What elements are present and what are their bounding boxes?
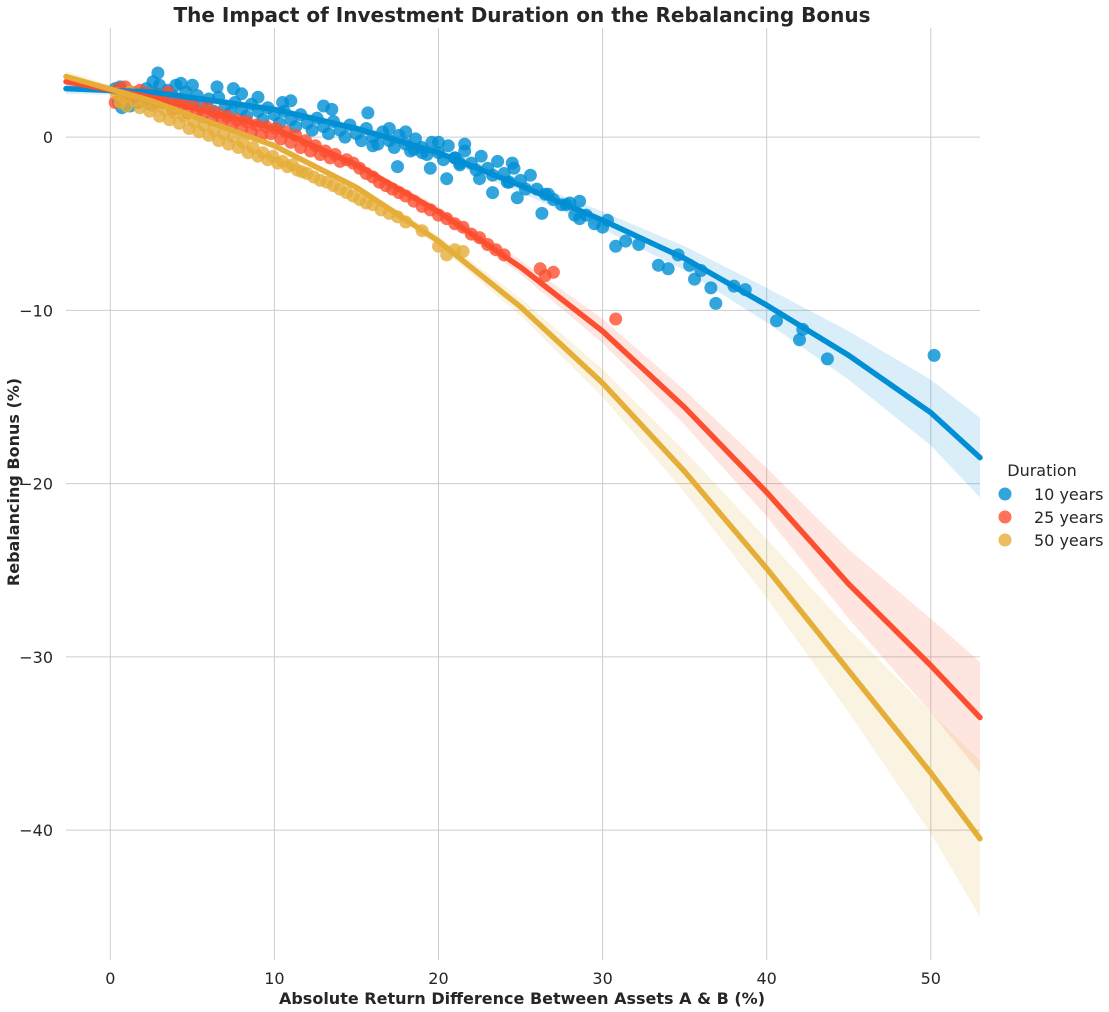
data-point: [440, 172, 454, 186]
confidence-band: [66, 83, 980, 498]
x-tick-label: 20: [428, 969, 448, 988]
data-point: [535, 206, 549, 220]
data-point: [423, 161, 437, 175]
regression-line: [63, 78, 983, 721]
data-point: [399, 125, 413, 139]
data-point: [704, 281, 718, 295]
legend-label: 50 years: [1034, 531, 1103, 550]
data-point: [210, 80, 224, 94]
data-point: [473, 172, 486, 186]
y-tick-label: −40: [19, 821, 53, 840]
chart-title: The Impact of Investment Duration on the…: [174, 3, 871, 27]
data-point: [510, 191, 524, 205]
x-axis-label: Absolute Return Difference Between Asset…: [279, 989, 765, 1008]
data-point: [174, 76, 188, 90]
data-point: [354, 134, 368, 148]
data-point: [151, 66, 165, 80]
grid: [66, 28, 980, 960]
legend: Duration 10 years 25 years 50 years: [998, 461, 1103, 550]
data-point: [284, 94, 298, 108]
legend-label: 25 years: [1034, 508, 1103, 527]
data-point: [651, 258, 665, 272]
data-point: [474, 149, 488, 163]
legend-marker: [998, 510, 1012, 524]
data-point: [523, 168, 537, 182]
y-tick-label: 0: [43, 128, 53, 147]
x-tick-label: 40: [756, 969, 776, 988]
data-point: [573, 194, 587, 208]
data-point: [546, 265, 560, 279]
data-point: [325, 102, 339, 116]
data-point: [661, 262, 675, 276]
data-point: [432, 135, 445, 149]
y-axis-label: Rebalancing Bonus (%): [4, 378, 23, 586]
data-point: [927, 348, 941, 362]
regression-line: [63, 85, 983, 461]
data-point: [236, 135, 250, 149]
data-point: [793, 333, 806, 347]
y-axis-ticks: 0 −10 −20 −30 −40: [19, 128, 53, 840]
data-point: [441, 139, 455, 153]
data-point: [235, 87, 249, 101]
x-tick-label: 30: [592, 969, 612, 988]
data-point: [486, 186, 500, 200]
data-point: [770, 314, 783, 328]
data-point: [305, 123, 319, 137]
y-tick-label: −20: [19, 475, 53, 494]
legend-marker: [998, 487, 1012, 501]
data-point: [609, 312, 623, 326]
data-point: [322, 127, 335, 141]
data-point: [609, 239, 623, 253]
x-tick-label: 0: [105, 969, 115, 988]
data-point: [251, 90, 265, 104]
legend-marker: [998, 533, 1012, 547]
x-axis-ticks: 0 10 20 30 40 50: [105, 969, 941, 988]
data-point: [491, 154, 505, 168]
regression-lines: [63, 73, 983, 842]
regression-line: [63, 73, 983, 842]
data-point: [185, 78, 199, 92]
x-tick-label: 50: [921, 969, 941, 988]
data-point: [619, 234, 633, 248]
legend-label: 10 years: [1034, 485, 1103, 504]
y-tick-label: −10: [19, 301, 53, 320]
data-point: [366, 139, 380, 153]
data-point: [709, 296, 723, 310]
data-point: [361, 106, 375, 120]
data-point: [458, 137, 472, 151]
data-point: [820, 352, 834, 366]
y-tick-label: −30: [19, 648, 53, 667]
data-point: [391, 160, 404, 174]
data-point: [382, 122, 396, 135]
data-point: [387, 141, 401, 154]
data-point: [338, 130, 352, 144]
legend-title: Duration: [1007, 461, 1077, 480]
data-point: [505, 156, 519, 170]
x-tick-label: 10: [264, 969, 284, 988]
